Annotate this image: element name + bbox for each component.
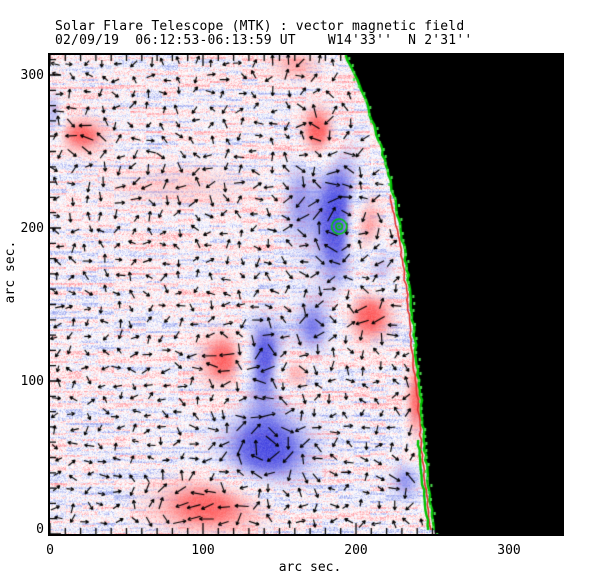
x-axis-title: arc sec. — [278, 560, 342, 575]
x-tick-label: 0 — [46, 543, 54, 558]
x-tick-label: 300 — [497, 543, 521, 558]
x-tick-label: 200 — [344, 543, 368, 558]
y-tick-label: 200 — [20, 221, 44, 236]
x-tick-label: 100 — [191, 543, 215, 558]
y-axis-title: arc sec. — [3, 240, 18, 304]
plot-frame — [48, 53, 564, 536]
y-tick-label: 300 — [20, 68, 44, 83]
chart-subtitle: 02/09/19 06:12:53-06:13:59 UT W14'33'' N… — [55, 33, 473, 48]
y-tick-label: 0 — [36, 522, 44, 537]
y-tick-label: 100 — [20, 374, 44, 389]
magnetogram-canvas — [50, 55, 562, 534]
chart-title: Solar Flare Telescope (MTK) : vector mag… — [55, 19, 465, 34]
